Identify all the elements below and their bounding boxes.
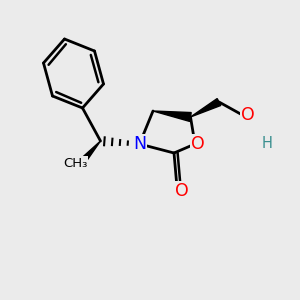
Text: CH₃: CH₃ bbox=[63, 157, 87, 170]
Text: O: O bbox=[191, 135, 205, 153]
Text: N: N bbox=[133, 135, 146, 153]
Polygon shape bbox=[75, 141, 100, 169]
Polygon shape bbox=[153, 111, 191, 122]
Text: H: H bbox=[262, 136, 272, 152]
Text: O: O bbox=[175, 182, 188, 200]
Text: O: O bbox=[241, 106, 254, 124]
Polygon shape bbox=[190, 98, 221, 117]
